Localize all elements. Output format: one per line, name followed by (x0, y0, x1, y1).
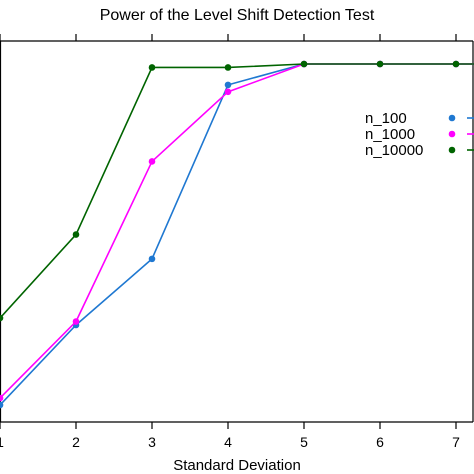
data-point (224, 88, 232, 96)
data-point (148, 64, 156, 71)
data-point (148, 255, 156, 263)
legend-label: n_10000 (365, 142, 423, 159)
legend-marker (448, 114, 456, 122)
data-point (0, 394, 4, 402)
data-point (0, 314, 4, 322)
x-tick-label: 4 (224, 434, 232, 450)
x-tick-label: 2 (72, 434, 80, 450)
legend-marker (448, 146, 456, 154)
series-n_10000 (0, 60, 474, 322)
data-point (148, 158, 156, 165)
legend-label: n_1000 (365, 126, 415, 143)
data-point (452, 60, 460, 68)
top-axis-ticks (0, 34, 457, 41)
x-axis-label: Standard Deviation (173, 457, 301, 474)
legend-label: n_100 (365, 110, 407, 127)
data-point (72, 318, 80, 325)
series-line (0, 63, 474, 319)
x-tick-label: 7 (452, 434, 460, 450)
data-point (224, 81, 232, 89)
data-point (224, 64, 232, 71)
legend-marker (448, 130, 456, 138)
x-tick-label: 6 (376, 434, 384, 450)
x-axis: 1 2 3 4 5 6 7 (0, 422, 460, 450)
data-point (300, 60, 308, 68)
x-tick-label: 1 (0, 434, 4, 450)
data-point (376, 60, 384, 68)
chart-title: Power of the Level Shift Detection Test (100, 7, 375, 24)
x-tick-label: 3 (148, 434, 156, 450)
data-point (72, 231, 80, 238)
series-layer (0, 60, 474, 409)
plot-frame (0, 40, 474, 423)
data-point (0, 401, 4, 409)
x-tick-label: 5 (300, 434, 308, 450)
